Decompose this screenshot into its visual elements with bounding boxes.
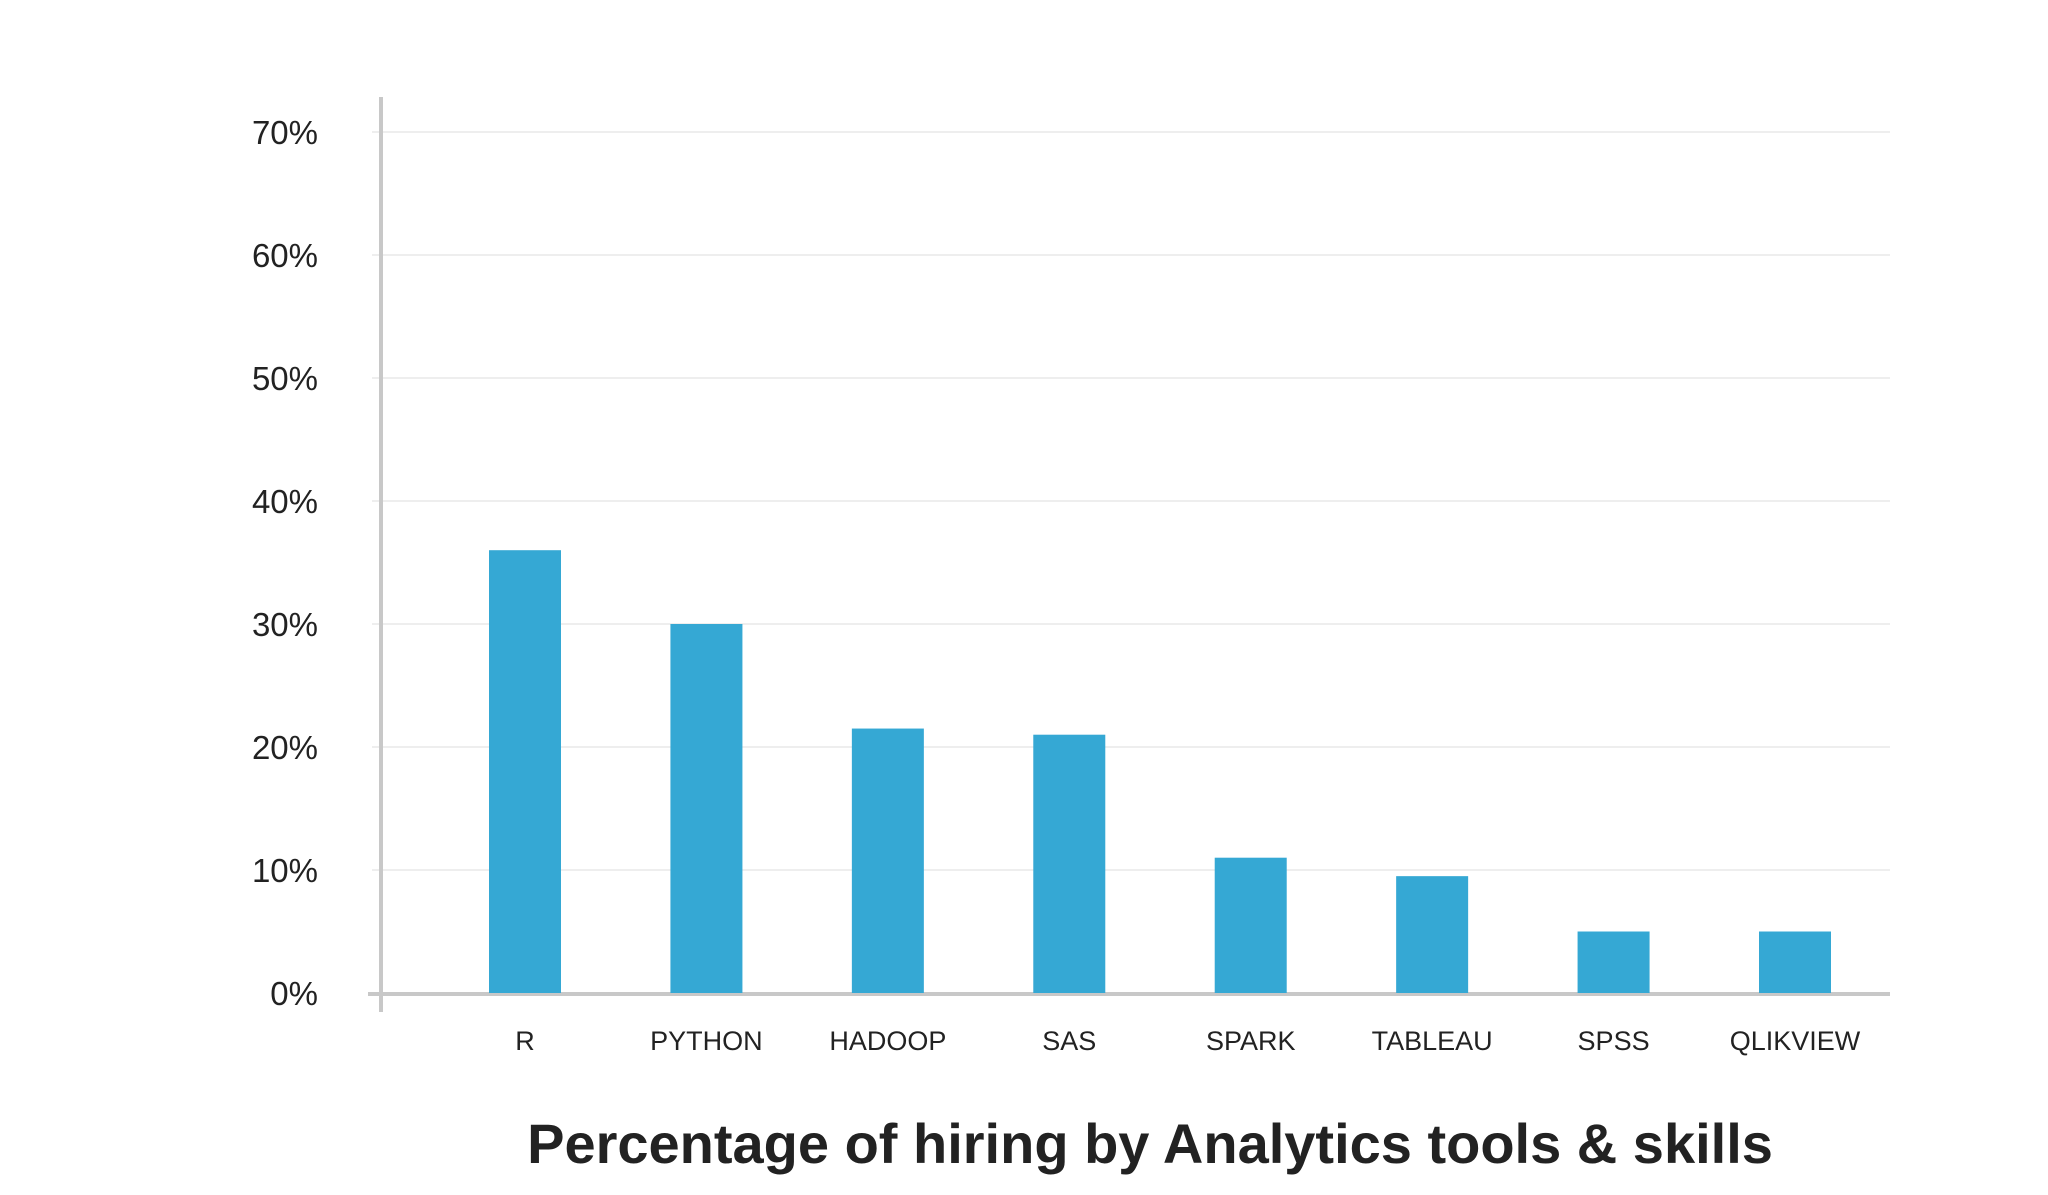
bar-spss: [1577, 931, 1650, 993]
chart-title: Percentage of hiring by Analytics tools …: [527, 1112, 1773, 1175]
y-tick-label: 50%: [252, 360, 318, 397]
y-tick-label: 40%: [252, 483, 318, 520]
bar-hadoop: [851, 728, 924, 993]
x-category-label: SPSS: [1578, 1026, 1650, 1056]
bar-spark: [1214, 857, 1287, 993]
y-tick-label: 20%: [252, 729, 318, 766]
gridlines: [372, 131, 1890, 871]
x-category-label: R: [515, 1026, 535, 1056]
bar-python: [670, 624, 743, 993]
x-category-label: TABLEAU: [1372, 1026, 1493, 1056]
x-category-labels: R PYTHON HADOOP SAS SPARK TABLEAU SPSS QLIKVIEW: [515, 1026, 1861, 1056]
x-category-label: QLIKVIEW: [1730, 1026, 1861, 1056]
bar-qlikview: [1759, 931, 1831, 993]
bar-r: [489, 550, 561, 993]
axes: [368, 97, 1890, 1012]
x-category-label: PYTHON: [650, 1026, 763, 1056]
y-tick-labels: 0% 10% 20% 30% 40% 50% 60% 70%: [252, 114, 318, 1012]
y-tick-label: 0%: [270, 975, 318, 1012]
y-tick-label: 60%: [252, 237, 318, 274]
bar-tableau: [1396, 876, 1469, 993]
y-tick-label: 10%: [252, 852, 318, 889]
y-tick-label: 30%: [252, 606, 318, 643]
bar-sas: [1033, 734, 1106, 993]
x-category-label: HADOOP: [829, 1026, 946, 1056]
x-category-label: SAS: [1042, 1026, 1096, 1056]
x-category-label: SPARK: [1206, 1026, 1296, 1056]
y-tick-label: 70%: [252, 114, 318, 151]
bars: [489, 550, 1831, 993]
